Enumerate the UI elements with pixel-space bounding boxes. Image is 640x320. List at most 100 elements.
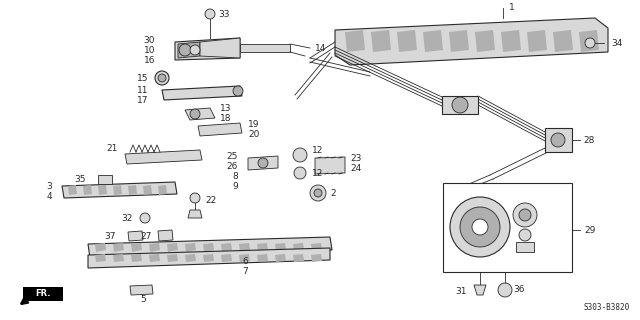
Polygon shape (185, 254, 196, 262)
Circle shape (294, 167, 306, 179)
Polygon shape (293, 254, 304, 262)
Text: 24: 24 (350, 164, 361, 172)
Text: 12: 12 (312, 169, 323, 178)
Circle shape (205, 9, 215, 19)
Circle shape (498, 283, 512, 297)
Circle shape (314, 189, 322, 197)
Polygon shape (143, 185, 152, 195)
Polygon shape (175, 38, 240, 60)
Polygon shape (188, 210, 202, 218)
FancyBboxPatch shape (443, 183, 572, 272)
Text: 37: 37 (104, 231, 116, 241)
Polygon shape (397, 30, 417, 52)
Text: 35: 35 (74, 174, 86, 183)
Polygon shape (442, 96, 478, 114)
Text: 12: 12 (312, 146, 323, 155)
Text: 9: 9 (232, 181, 238, 190)
Polygon shape (345, 30, 365, 52)
Polygon shape (88, 248, 330, 268)
Polygon shape (257, 254, 268, 262)
Polygon shape (178, 42, 200, 58)
Circle shape (190, 45, 200, 55)
Polygon shape (131, 243, 142, 252)
Text: 30: 30 (143, 36, 155, 44)
Polygon shape (475, 30, 495, 52)
Polygon shape (516, 242, 534, 252)
Text: 27: 27 (141, 231, 152, 241)
Polygon shape (113, 243, 124, 252)
Text: 26: 26 (227, 162, 238, 171)
Polygon shape (98, 175, 112, 184)
Polygon shape (198, 123, 242, 136)
Polygon shape (371, 30, 391, 52)
Text: 3: 3 (46, 181, 52, 190)
Polygon shape (579, 30, 599, 52)
Polygon shape (275, 254, 286, 262)
Text: 21: 21 (107, 143, 118, 153)
Polygon shape (128, 185, 137, 195)
Polygon shape (185, 243, 196, 252)
Text: 33: 33 (218, 10, 230, 19)
Polygon shape (311, 243, 322, 252)
Polygon shape (113, 254, 124, 262)
Circle shape (450, 197, 510, 257)
Circle shape (460, 207, 500, 247)
Polygon shape (128, 231, 143, 241)
Circle shape (179, 44, 191, 56)
Text: 11: 11 (136, 85, 148, 94)
Polygon shape (125, 150, 202, 164)
Polygon shape (239, 243, 250, 252)
Text: S303-B3820: S303-B3820 (584, 303, 630, 312)
Text: 29: 29 (584, 226, 595, 235)
Polygon shape (203, 243, 214, 252)
Polygon shape (113, 185, 122, 195)
Circle shape (551, 133, 565, 147)
Polygon shape (185, 108, 215, 120)
Text: 19: 19 (248, 119, 259, 129)
Text: 13: 13 (220, 103, 232, 113)
Polygon shape (167, 254, 178, 262)
Polygon shape (335, 18, 608, 65)
Text: 4: 4 (46, 191, 52, 201)
Polygon shape (131, 254, 142, 262)
Polygon shape (501, 30, 521, 52)
FancyBboxPatch shape (23, 287, 63, 301)
Polygon shape (162, 86, 242, 100)
Polygon shape (474, 285, 486, 295)
Polygon shape (423, 30, 443, 52)
Polygon shape (449, 30, 469, 52)
Polygon shape (553, 30, 573, 52)
Text: 36: 36 (513, 285, 525, 294)
Polygon shape (221, 243, 232, 252)
Circle shape (452, 97, 468, 113)
Polygon shape (130, 285, 153, 295)
Text: 31: 31 (456, 287, 467, 297)
Circle shape (519, 209, 531, 221)
Circle shape (190, 109, 200, 119)
Polygon shape (149, 243, 160, 252)
Text: 20: 20 (248, 130, 259, 139)
Polygon shape (200, 38, 240, 58)
Polygon shape (83, 185, 92, 195)
Polygon shape (240, 44, 290, 52)
Polygon shape (239, 254, 250, 262)
Polygon shape (68, 185, 77, 195)
Text: 5: 5 (140, 295, 146, 305)
Polygon shape (315, 157, 345, 174)
Polygon shape (158, 185, 167, 195)
Circle shape (585, 38, 595, 48)
Polygon shape (98, 185, 107, 195)
Text: 34: 34 (611, 38, 622, 47)
Text: 15: 15 (136, 74, 148, 83)
Polygon shape (275, 243, 286, 252)
Circle shape (513, 203, 537, 227)
Polygon shape (62, 182, 177, 198)
Polygon shape (95, 254, 106, 262)
Text: 1: 1 (509, 3, 515, 12)
Circle shape (233, 86, 243, 96)
Polygon shape (95, 243, 106, 252)
Polygon shape (527, 30, 547, 52)
Text: 18: 18 (220, 114, 232, 123)
Text: 6: 6 (242, 258, 248, 267)
Polygon shape (167, 243, 178, 252)
